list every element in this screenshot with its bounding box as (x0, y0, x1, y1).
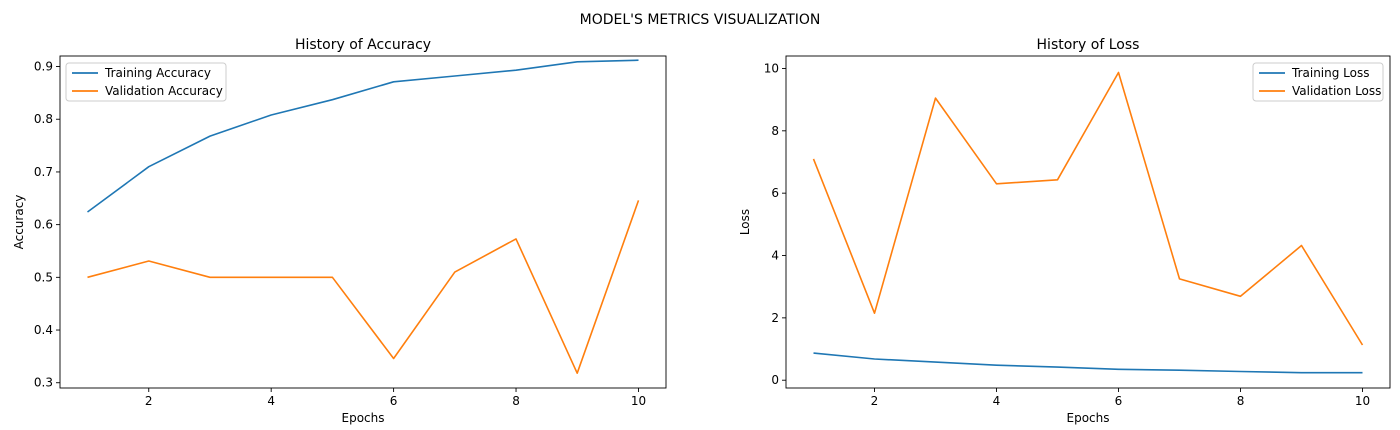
x-tick-label: 8 (1237, 394, 1245, 408)
legend-label-1: Training Loss (1291, 66, 1369, 80)
y-tick-label: 8 (771, 124, 779, 138)
y-tick-label: 0.6 (34, 218, 53, 232)
x-tick-label: 8 (512, 394, 520, 408)
y-tick-label: 6 (771, 186, 779, 200)
figure-title: MODEL'S METRICS VISUALIZATION (579, 12, 821, 28)
x-tick-label: 4 (267, 394, 275, 408)
series-line-1 (87, 59, 639, 213)
y-axis-label: Loss (738, 209, 752, 235)
x-tick-label: 6 (390, 394, 398, 408)
legend: Training Loss Validation Loss (1252, 62, 1384, 102)
x-tick-label: 10 (631, 394, 646, 408)
legend-box (1252, 62, 1384, 102)
x-axis-label: Epochs (342, 411, 385, 425)
legend-label-2: Validation Loss (1292, 84, 1381, 98)
y-tick-label: 2 (771, 311, 779, 325)
y-axis-label: Accuracy (12, 195, 26, 250)
legend-box (65, 62, 227, 102)
chart-title: History of Loss (1037, 37, 1140, 53)
plot-frame (59, 55, 667, 389)
legend-label-1: Training Accuracy (104, 66, 211, 80)
y-tick-label: 0.3 (34, 376, 53, 390)
y-tick-label: 4 (771, 249, 779, 263)
legend: Training Accuracy Validation Accuracy (65, 62, 227, 102)
series-line-2 (812, 71, 1364, 346)
x-tick-label: 6 (1115, 394, 1123, 408)
x-tick-label: 10 (1355, 394, 1370, 408)
y-tick-label: 0.9 (34, 60, 53, 74)
chart-1: History of Accuracy 2 4 6 8 10 0.3 0.4 0.5 0.6 0.7… (12, 37, 667, 425)
series-line-2 (87, 200, 640, 375)
y-tick-label: 0 (771, 373, 779, 387)
x-tick-label: 4 (993, 394, 1001, 408)
y-tick-label: 0.8 (34, 112, 53, 126)
y-tick-label: 0.7 (34, 165, 53, 179)
series-line-1 (813, 352, 1363, 374)
plot-frame (785, 55, 1391, 389)
y-tick-label: 0.5 (34, 270, 53, 284)
chart-title: History of Accuracy (295, 37, 431, 53)
x-tick-label: 2 (145, 394, 153, 408)
y-tick-label: 0.4 (34, 323, 53, 337)
chart-2: History of Loss 2 4 6 8 10 0 2 4 6 8 10 Epochs Loss Tr… (738, 37, 1391, 425)
x-tick-label: 2 (871, 394, 879, 408)
y-tick-label: 10 (764, 61, 779, 75)
x-axis-label: Epochs (1067, 411, 1110, 425)
legend-label-2: Validation Accuracy (105, 84, 223, 98)
